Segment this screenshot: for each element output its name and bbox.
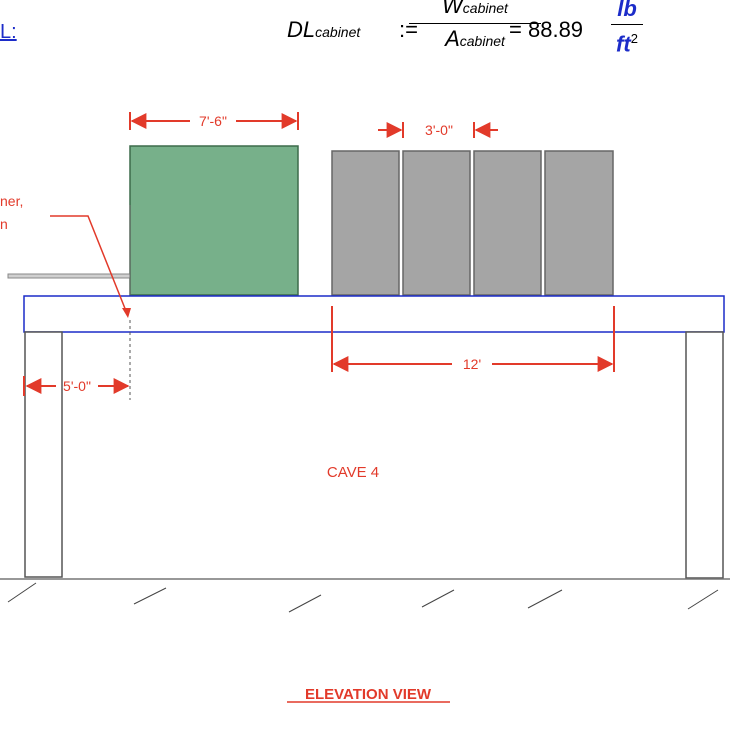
support-beam [23,295,725,333]
gray-cabinet-4 [544,150,614,296]
lhs-subscript: cabinet [315,24,361,40]
formula-result: = 88.89 [509,17,583,43]
unit-fraction-bar [611,24,643,25]
lhs-symbol: DL [287,17,316,42]
left-column [24,331,63,578]
dim-span-label: 12' [463,356,481,372]
fraction-numerator: Wcabinet [407,0,543,20]
dim-module-width: 3'-0" [378,122,498,138]
view-title: ELEVATION VIEW [305,686,432,703]
den-symbol: A [445,26,460,51]
gray-cabinet-1 [331,150,400,296]
dim-span: 12' [331,306,615,372]
unit-ft: ft [616,31,631,57]
unit-denominator: ft2 [607,27,647,56]
gray-cabinet-2 [402,150,471,296]
room-label: CAVE 4 [327,464,379,481]
dim-offset-label: 5'-0" [63,378,91,394]
fraction-denominator: Acabinet [407,27,543,53]
unit-exponent: 2 [630,31,638,46]
ground-hatching [7,582,719,613]
callout-leader [50,215,129,317]
result-unit: lb ft2 [607,0,647,56]
num-subscript: cabinet [462,0,508,16]
num-symbol: W [442,0,463,18]
formula-fraction: Wcabinet Acabinet [407,0,543,53]
dim-offset: 5'-0" [23,376,130,396]
partial-link[interactable]: L: [0,21,17,43]
unit-numerator: lb [617,0,637,21]
formula-lhs: DLcabinet [287,17,360,43]
gray-cabinet-3 [473,150,542,296]
equals-sign: = [509,17,522,42]
callout-line-1: ner, [0,193,23,209]
callout-line-2: n [0,216,8,232]
dim-cabinet-width: 7'-6" [129,112,299,130]
fraction-bar [409,23,541,24]
dim-cabinet-width-label: 7'-6" [199,113,227,129]
dead-load-formula: DLcabinet := Wcabinet Acabinet = 88.89 l… [287,0,707,80]
result-value: 88.89 [527,17,584,42]
callout: ner, n [0,193,131,318]
dim-module-width-label: 3'-0" [425,122,453,138]
right-column [685,331,724,579]
green-cabinet [129,145,299,296]
den-subscript: cabinet [459,33,505,49]
